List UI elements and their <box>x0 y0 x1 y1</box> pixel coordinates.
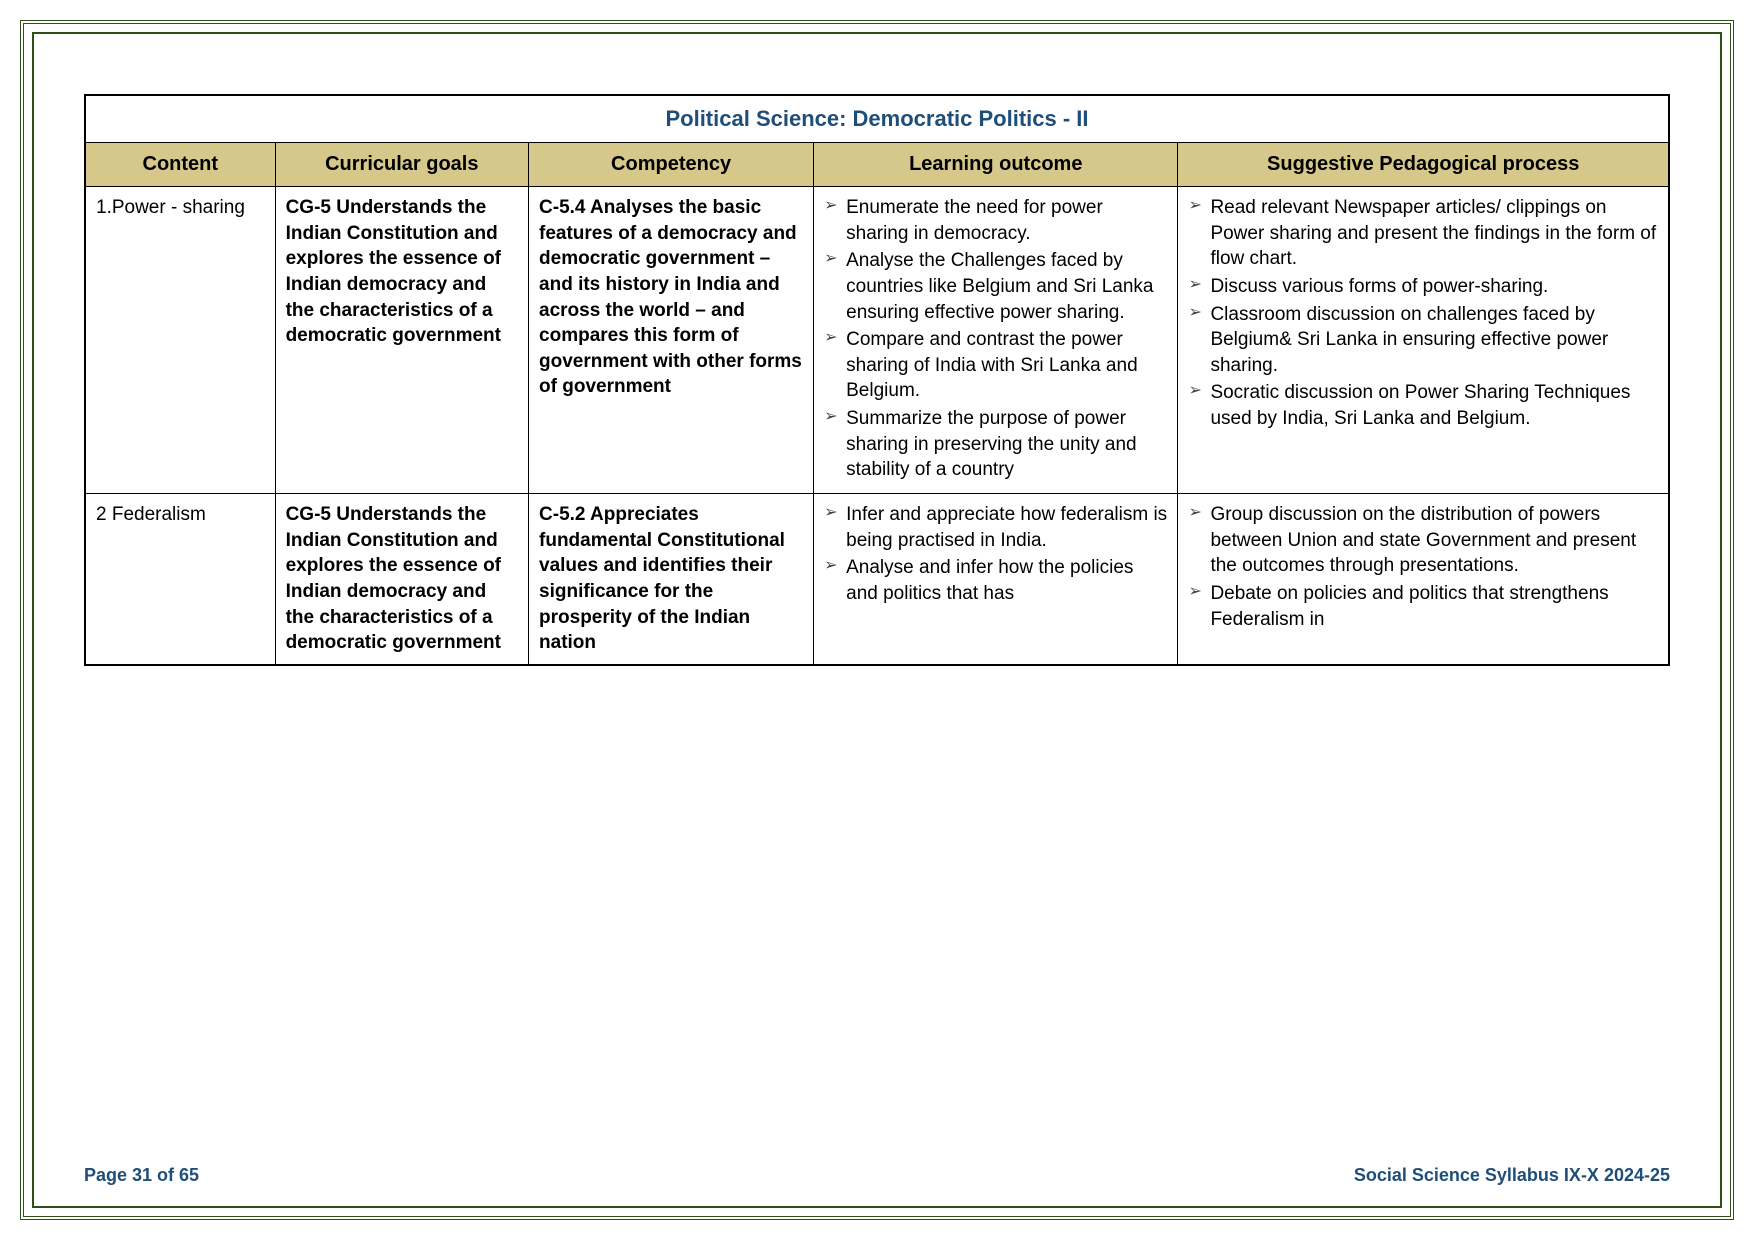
header-outcome: Learning outcome <box>814 143 1178 187</box>
table-row: 2 Federalism CG-5 Understands the Indian… <box>85 494 1669 665</box>
cell-content: 1.Power - sharing <box>85 187 275 494</box>
pedagogy-list: Read relevant Newspaper articles/ clippi… <box>1188 195 1658 432</box>
list-item: Debate on policies and politics that str… <box>1188 581 1658 632</box>
list-item: Enumerate the need for power sharing in … <box>824 195 1167 246</box>
header-content: Content <box>85 143 275 187</box>
list-item: Compare and contrast the power sharing o… <box>824 327 1167 404</box>
list-item: Analyse and infer how the policies and p… <box>824 555 1167 606</box>
list-item: Discuss various forms of power-sharing. <box>1188 274 1658 300</box>
outcome-list: Enumerate the need for power sharing in … <box>824 195 1167 483</box>
cell-pedagogy: Read relevant Newspaper articles/ clippi… <box>1178 187 1669 494</box>
cell-competency: C-5.4 Analyses the basic features of a d… <box>529 187 814 494</box>
header-pedagogy: Suggestive Pedagogical process <box>1178 143 1669 187</box>
list-item: Socratic discussion on Power Sharing Tec… <box>1188 380 1658 431</box>
page-inner-border: Political Science: Democratic Politics -… <box>32 32 1722 1208</box>
table-title: Political Science: Democratic Politics -… <box>665 106 1088 131</box>
cell-goals: CG-5 Understands the Indian Constitution… <box>275 187 528 494</box>
page-number: Page 31 of 65 <box>84 1165 199 1186</box>
list-item: Classroom discussion on challenges faced… <box>1188 302 1658 379</box>
list-item: Group discussion on the distribution of … <box>1188 502 1658 579</box>
cell-content: 2 Federalism <box>85 494 275 665</box>
outcome-list: Infer and appreciate how federalism is b… <box>824 502 1167 607</box>
syllabus-table: Political Science: Democratic Politics -… <box>84 94 1670 666</box>
page-outer-border: Political Science: Democratic Politics -… <box>20 20 1734 1220</box>
header-competency: Competency <box>529 143 814 187</box>
page-footer: Page 31 of 65 Social Science Syllabus IX… <box>84 1165 1670 1186</box>
cell-outcome: Enumerate the need for power sharing in … <box>814 187 1178 494</box>
list-item: Analyse the Challenges faced by countrie… <box>824 248 1167 325</box>
table-row: 1.Power - sharing CG-5 Understands the I… <box>85 187 1669 494</box>
cell-outcome: Infer and appreciate how federalism is b… <box>814 494 1178 665</box>
cell-competency: C-5.2 Appreciates fundamental Constituti… <box>529 494 814 665</box>
document-title: Social Science Syllabus IX-X 2024-25 <box>1354 1165 1670 1186</box>
list-item: Read relevant Newspaper articles/ clippi… <box>1188 195 1658 272</box>
header-goals: Curricular goals <box>275 143 528 187</box>
list-item: Summarize the purpose of power sharing i… <box>824 406 1167 483</box>
table-header-row: Content Curricular goals Competency Lear… <box>85 143 1669 187</box>
cell-pedagogy: Group discussion on the distribution of … <box>1178 494 1669 665</box>
pedagogy-list: Group discussion on the distribution of … <box>1188 502 1658 632</box>
cell-goals: CG-5 Understands the Indian Constitution… <box>275 494 528 665</box>
table-title-row: Political Science: Democratic Politics -… <box>85 95 1669 143</box>
list-item: Infer and appreciate how federalism is b… <box>824 502 1167 553</box>
table-title-cell: Political Science: Democratic Politics -… <box>85 95 1669 143</box>
